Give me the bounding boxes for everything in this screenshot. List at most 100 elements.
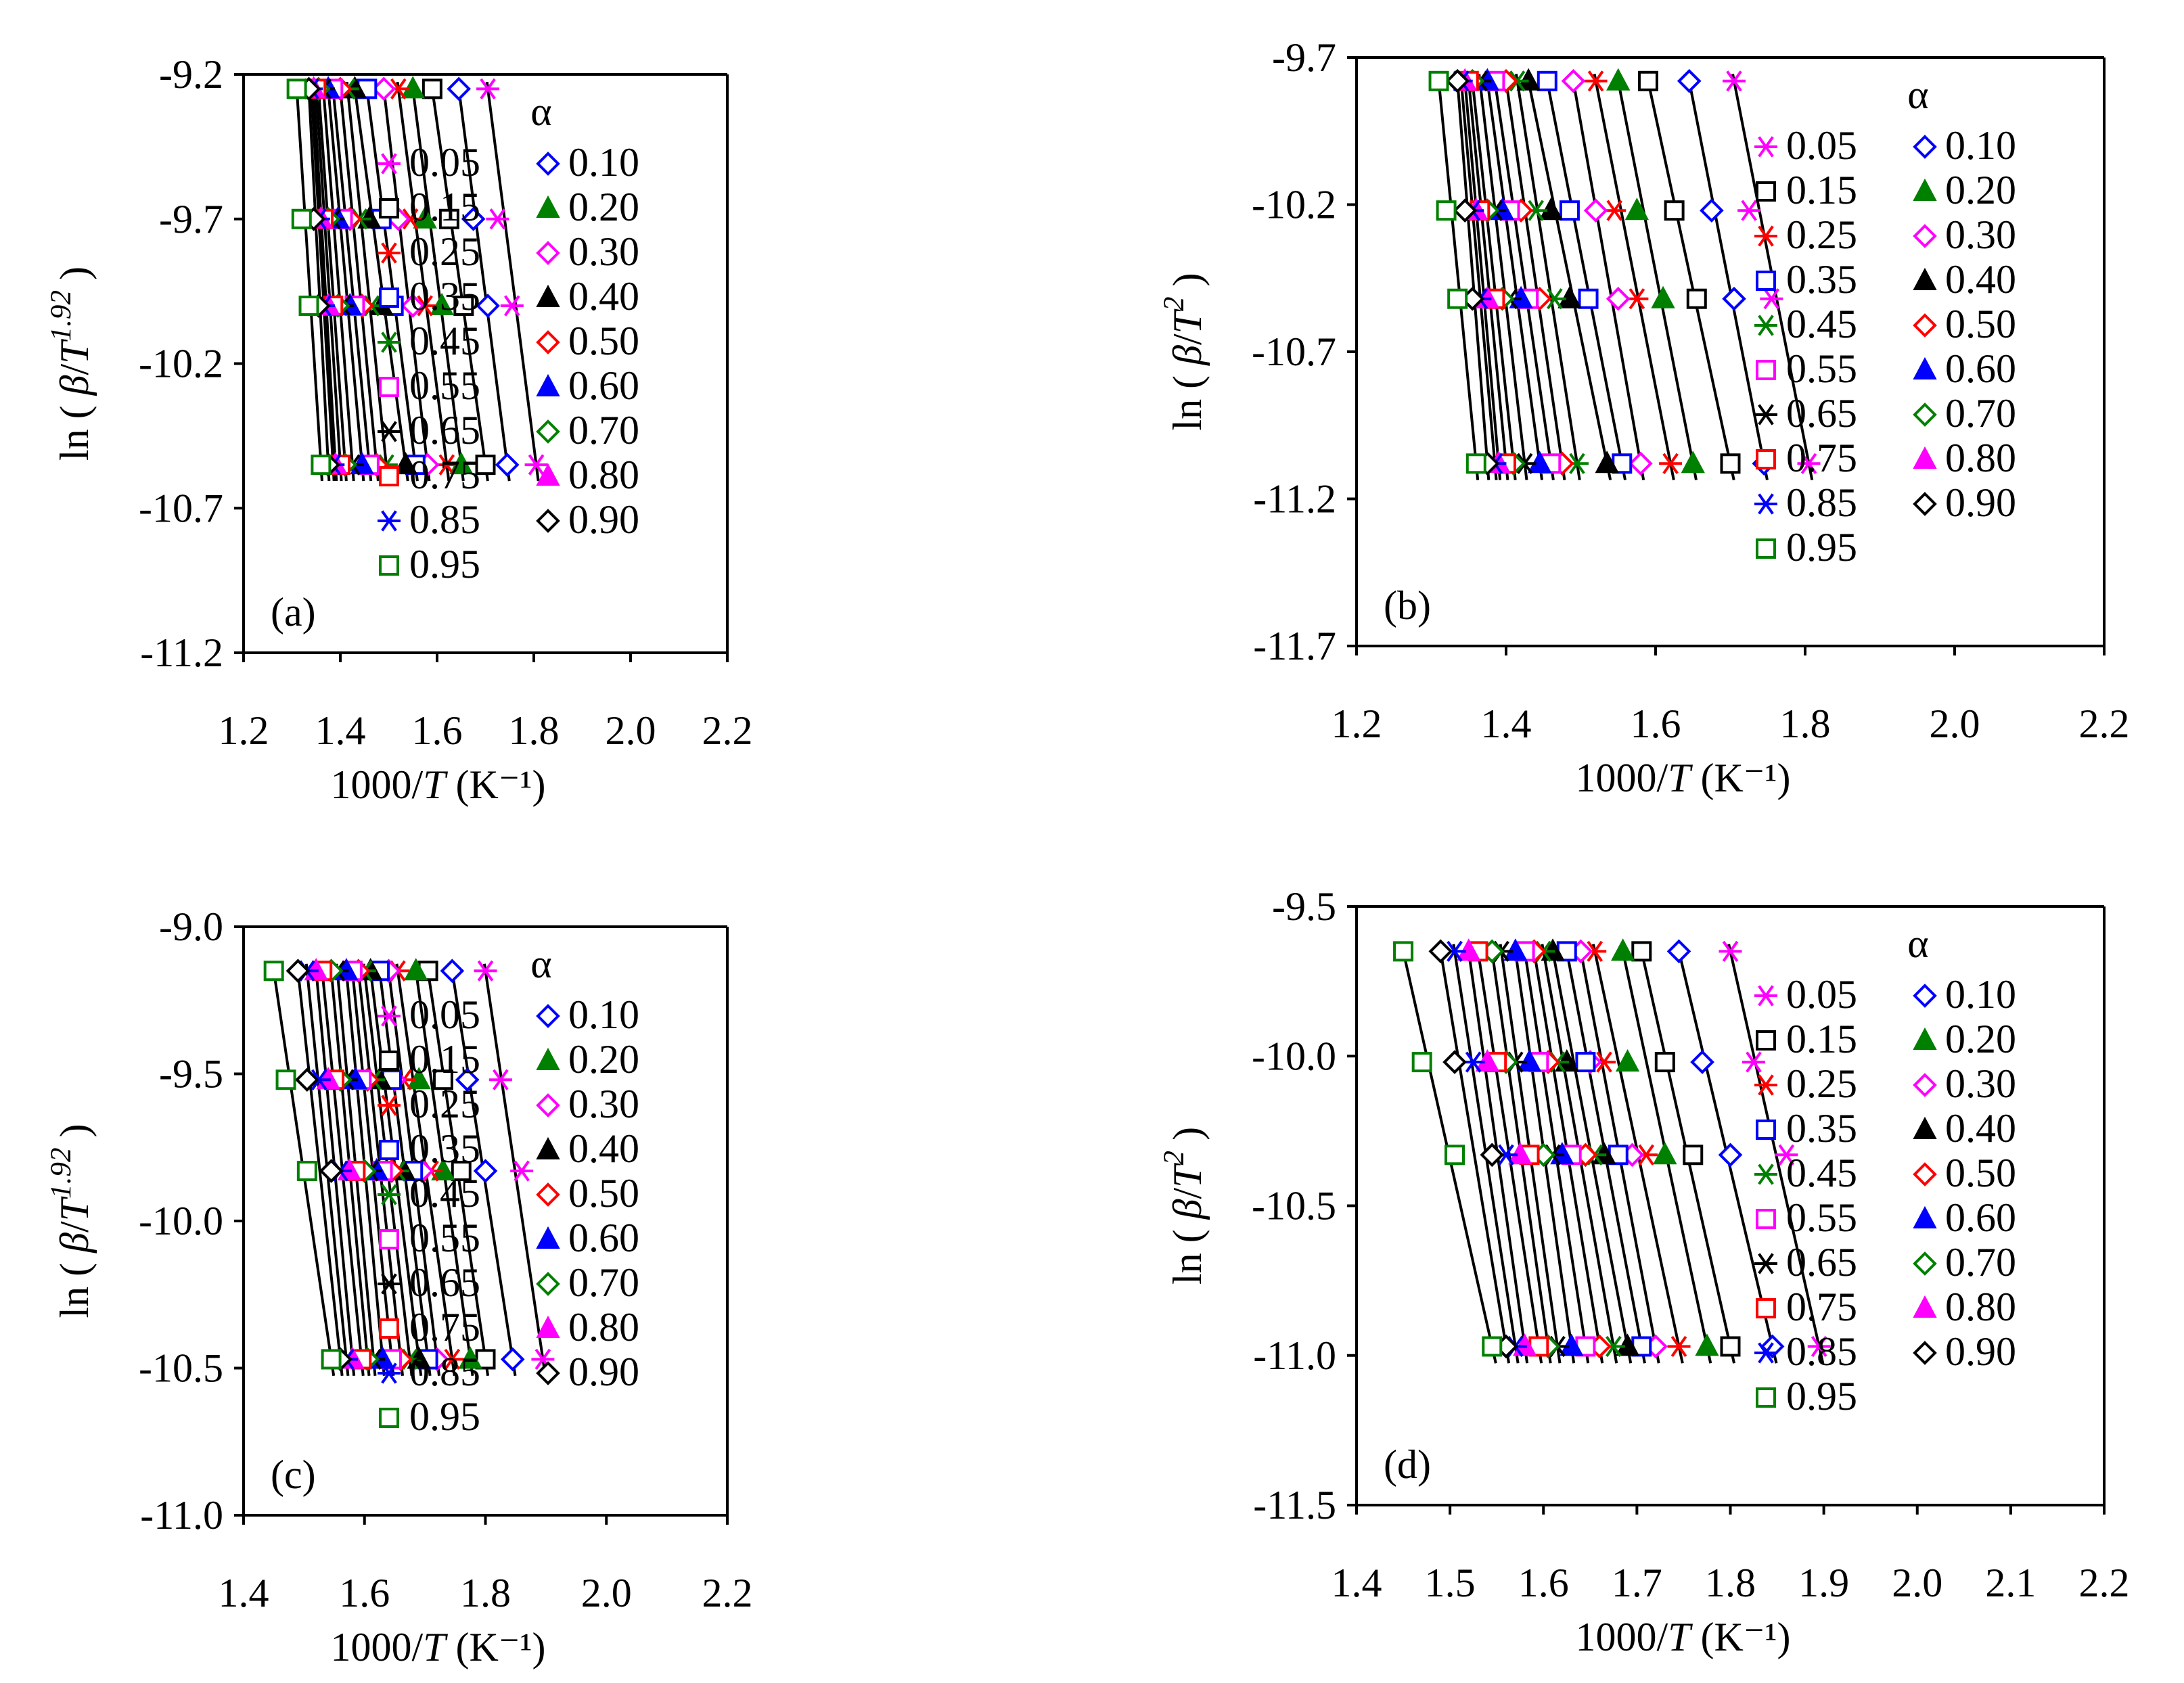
y-axis-label-part: β (1165, 1199, 1210, 1220)
data-point (1480, 1143, 1505, 1168)
legend-label: 0.55 (409, 1216, 480, 1260)
legend-entry: 0.45 (1754, 302, 1857, 346)
x-axis-label-part: T (423, 762, 448, 807)
legend-label: 0.50 (1945, 302, 2016, 346)
legend-label: 0.40 (568, 1126, 639, 1171)
legend-label: 0.15 (409, 1037, 480, 1082)
y-axis-label-part: β (52, 1232, 97, 1253)
legend-marker (536, 1004, 560, 1028)
legend-label: 0.50 (568, 1171, 639, 1216)
legend-marker-stroke (1758, 404, 1774, 425)
legend-marker-stroke (381, 153, 397, 175)
fit-line (1459, 74, 1498, 480)
y-axis-label-part: / (52, 1221, 97, 1232)
legend-label: 0.75 (409, 1305, 480, 1350)
legend-entry: 0.10 (536, 992, 639, 1037)
data-point (1465, 453, 1486, 474)
data-point (440, 959, 465, 984)
y-axis-label-part: ln ( (1165, 1219, 1210, 1285)
x-tick-label: 2.2 (702, 708, 753, 753)
legend-marker (378, 1273, 401, 1295)
legend-entry: 0.60 (536, 1216, 639, 1260)
legend-marker (1754, 985, 1777, 1007)
legend-label: 0.10 (568, 140, 639, 185)
data-point-stroke (1587, 940, 1603, 962)
legend-entry: 0.35 (1756, 257, 1857, 302)
legend-marker (1913, 446, 1937, 469)
legend-entry: 0.55 (1756, 1195, 1857, 1240)
data-point (275, 1069, 296, 1090)
legend-entry: 0.65 (1754, 391, 1857, 436)
fit-line (331, 81, 373, 482)
data-point (291, 208, 312, 229)
legend-marker (1913, 1027, 1937, 1050)
legend-entry: 0.75 (379, 1305, 480, 1350)
data-point-stroke (534, 1348, 551, 1370)
data-point-stroke (1638, 1144, 1655, 1166)
legend-entry: 0.50 (536, 1171, 639, 1216)
fit-line (1470, 74, 1517, 480)
legend-entry: 0.40 (536, 274, 639, 319)
x-tick-label: 1.6 (1518, 1561, 1569, 1605)
legend-entry: 0.25 (378, 229, 480, 274)
legend-entry: 0.50 (1913, 1151, 2016, 1195)
legend-marker (378, 242, 401, 264)
x-tick-label: 1.9 (1798, 1561, 1849, 1605)
x-tick-label: 1.4 (315, 708, 366, 753)
legend-label: 0.20 (568, 185, 639, 229)
data-point (1659, 453, 1683, 474)
legend-marker (536, 463, 560, 486)
y-tick-label: -11.2 (140, 630, 223, 675)
legend-label: 0.10 (568, 992, 639, 1037)
legend-label: 0.95 (1786, 525, 1857, 570)
fit-line (1645, 73, 1735, 481)
data-point-stroke (1498, 1144, 1514, 1166)
data-point (1561, 68, 1586, 93)
data-point (1606, 68, 1631, 91)
y-axis-label-part: ) (52, 1124, 97, 1147)
fit-line (1503, 74, 1566, 480)
legend-marker (1754, 225, 1777, 247)
legend-marker (379, 198, 399, 218)
data-point-stroke (528, 454, 545, 476)
legend-entry: 0.75 (1756, 436, 1857, 480)
fit-line (1615, 73, 1698, 481)
legend-label: 0.75 (409, 453, 480, 497)
legend-label: 0.90 (1945, 1329, 2016, 1374)
x-tick-label: 2.1 (1985, 1561, 2036, 1605)
y-tick-label: -10.7 (139, 486, 223, 530)
data-point (371, 76, 396, 101)
legend-marker (1913, 1073, 1937, 1097)
legend-marker-stroke (381, 1362, 397, 1384)
data-point (1654, 1052, 1675, 1073)
fit-line (1492, 74, 1555, 480)
legend-label: 0.25 (409, 1082, 480, 1126)
legend-entry: 0.30 (1913, 1061, 2016, 1106)
legend-marker-stroke (1758, 1163, 1774, 1185)
data-point-stroke (1726, 70, 1742, 92)
data-point (500, 295, 524, 317)
fit-line (338, 81, 380, 482)
data-point (1775, 1144, 1798, 1166)
data-point-stroke (493, 1069, 509, 1090)
legend-label: 0.70 (1945, 1240, 2016, 1285)
data-point (461, 206, 486, 231)
x-tick-label: 1.6 (412, 708, 463, 753)
legend-entry: 0.45 (378, 319, 480, 363)
y-axis-label: ln ( β/T2 ) (1158, 273, 1210, 430)
data-point (1393, 941, 1414, 962)
legend-marker (536, 195, 560, 218)
data-point (401, 294, 426, 318)
legend-label: 0.70 (568, 408, 639, 453)
data-point-stroke (1546, 288, 1563, 310)
fit-line (1478, 74, 1528, 480)
x-tick-label: 1.4 (1481, 701, 1532, 746)
data-point-stroke (402, 208, 419, 230)
legend-entry: 0.70 (1913, 391, 2016, 436)
legend-marker (536, 373, 560, 396)
data-point (1447, 288, 1468, 309)
data-point (458, 1346, 482, 1369)
y-tick-label: -10.2 (139, 342, 223, 386)
y-axis-label-part: ln ( (52, 1253, 97, 1318)
legend-marker-stroke (1758, 1342, 1774, 1364)
